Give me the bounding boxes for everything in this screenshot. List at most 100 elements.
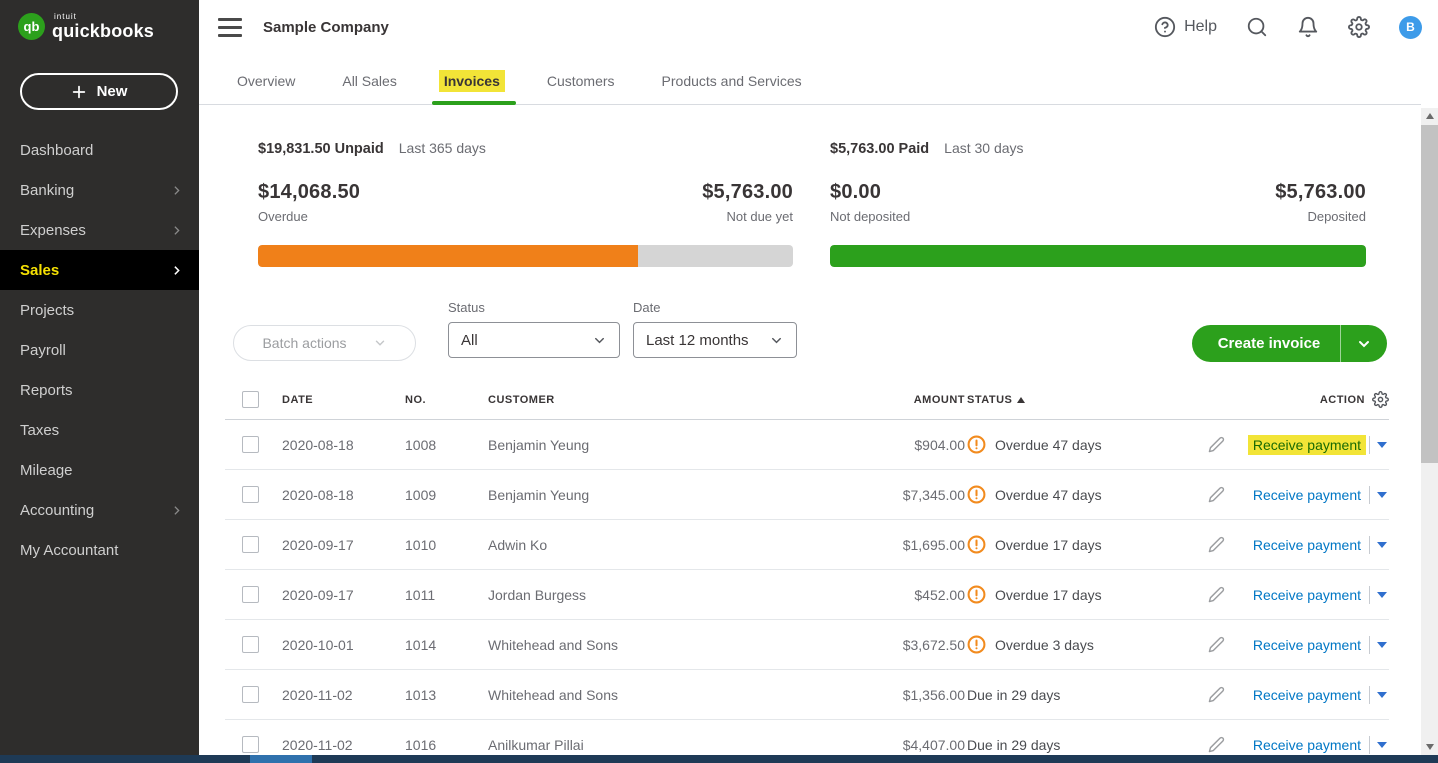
invoice-date: 2020-08-18: [282, 436, 354, 453]
paid-period: Last 30 days: [944, 140, 1024, 156]
receive-payment-link[interactable]: Receive payment: [1252, 536, 1361, 553]
invoice-customer[interactable]: Anilkumar Pillai: [488, 736, 584, 753]
row-checkbox[interactable]: [242, 586, 259, 603]
invoice-customer[interactable]: Whitehead and Sons: [488, 686, 618, 703]
col-header-customer[interactable]: CUSTOMER: [488, 393, 555, 406]
search-icon[interactable]: [1246, 16, 1268, 38]
sidebar-item-banking[interactable]: Banking: [0, 170, 199, 210]
row-checkbox[interactable]: [242, 636, 259, 653]
help-button[interactable]: Help: [1154, 16, 1217, 38]
chevron-down-icon[interactable]: [1341, 336, 1387, 352]
invoice-row: 2020-11-02 1013 Whitehead and Sons $1,35…: [225, 670, 1389, 720]
action-dropdown-caret-icon[interactable]: [1377, 541, 1387, 548]
scroll-down-icon[interactable]: [1421, 739, 1438, 755]
scroll-up-icon[interactable]: [1421, 108, 1438, 124]
scrollbar-thumb[interactable]: [1421, 125, 1438, 463]
invoice-customer[interactable]: Whitehead and Sons: [488, 636, 618, 653]
date-filter-select[interactable]: Last 12 months: [633, 322, 797, 358]
chevron-right-icon: [170, 184, 183, 197]
invoice-status: Overdue 47 days: [995, 436, 1102, 453]
tab-invoices[interactable]: Invoices: [431, 69, 516, 105]
sidebar-item-accounting[interactable]: Accounting: [0, 490, 199, 530]
invoice-customer[interactable]: Benjamin Yeung: [488, 436, 590, 453]
sidebar-item-reports[interactable]: Reports: [20, 381, 73, 399]
help-icon: [1154, 16, 1176, 38]
table-header-row: DATE NO. CUSTOMER AMOUNT STATUS ACTION: [225, 380, 1389, 420]
col-header-date[interactable]: DATE: [282, 393, 314, 406]
edit-pencil-icon[interactable]: [1208, 636, 1225, 653]
not-deposited-label: Not deposited: [830, 209, 911, 224]
row-checkbox[interactable]: [242, 736, 259, 753]
status-filter-select[interactable]: All: [448, 322, 620, 358]
batch-actions-dropdown[interactable]: Batch actions: [233, 325, 416, 361]
receive-payment-link[interactable]: Receive payment: [1252, 686, 1361, 703]
overdue-amount: $14,068.50: [258, 181, 361, 203]
hamburger-menu-icon[interactable]: [218, 17, 242, 37]
row-checkbox[interactable]: [242, 536, 259, 553]
sidebar-item-projects[interactable]: Projects: [20, 301, 75, 319]
invoice-customer[interactable]: Benjamin Yeung: [488, 486, 590, 503]
date-filter-label: Date: [633, 300, 661, 315]
col-header-status[interactable]: STATUS: [967, 394, 1026, 406]
tab-customers[interactable]: Customers: [546, 73, 615, 89]
action-dropdown-caret-icon[interactable]: [1377, 741, 1387, 748]
paid-progress-bar[interactable]: [830, 245, 1366, 267]
col-header-no[interactable]: NO.: [405, 393, 427, 406]
edit-pencil-icon[interactable]: [1208, 736, 1225, 753]
sidebar-item-taxes[interactable]: Taxes: [20, 421, 60, 439]
edit-pencil-icon[interactable]: [1208, 686, 1225, 703]
overdue-alert-icon: [967, 435, 986, 454]
action-dropdown-caret-icon[interactable]: [1377, 441, 1387, 448]
quickbooks-wordmark: quickbooks: [52, 21, 155, 41]
help-label: Help: [1184, 18, 1217, 35]
action-dropdown-caret-icon[interactable]: [1377, 491, 1387, 498]
sidebar-item-sales[interactable]: Sales: [0, 250, 199, 290]
new-button[interactable]: New: [20, 73, 178, 110]
user-avatar[interactable]: B: [1399, 15, 1422, 39]
invoice-customer[interactable]: Jordan Burgess: [488, 586, 587, 603]
bottom-window-strip: [0, 755, 1438, 763]
tab-all-sales[interactable]: All Sales: [342, 73, 397, 89]
edit-pencil-icon[interactable]: [1208, 536, 1225, 553]
sidebar-item-expenses[interactable]: Expenses: [0, 210, 199, 250]
edit-pencil-icon[interactable]: [1208, 586, 1225, 603]
select-all-checkbox[interactable]: [242, 391, 259, 408]
table-settings-gear-icon[interactable]: [1372, 391, 1389, 408]
sidebar-item-mileage[interactable]: Mileage: [20, 461, 73, 479]
tab-products-and-services[interactable]: Products and Services: [661, 73, 802, 89]
col-header-amount[interactable]: AMOUNT: [913, 393, 965, 406]
receive-payment-link[interactable]: Receive payment: [1252, 486, 1361, 503]
invoice-status: Overdue 17 days: [995, 586, 1102, 603]
deposited-bar-segment: [830, 245, 1366, 267]
action-dropdown-caret-icon[interactable]: [1377, 591, 1387, 598]
invoice-customer[interactable]: Adwin Ko: [488, 536, 548, 553]
notifications-bell-icon[interactable]: [1297, 16, 1319, 38]
settings-gear-icon[interactable]: [1348, 16, 1370, 38]
create-invoice-button[interactable]: Create invoice: [1192, 325, 1387, 362]
sidebar-item-payroll[interactable]: Payroll: [20, 341, 66, 359]
unpaid-period: Last 365 days: [398, 140, 486, 156]
tab-overview[interactable]: Overview: [237, 73, 296, 89]
vertical-scrollbar[interactable]: [1421, 108, 1438, 755]
receive-payment-link[interactable]: Receive payment: [1252, 636, 1361, 653]
invoice-status: Overdue 47 days: [995, 486, 1102, 503]
quickbooks-logo[interactable]: qb intuit quickbooks: [0, 0, 199, 40]
sidebar-item-dashboard[interactable]: Dashboard: [20, 141, 94, 159]
receive-payment-link[interactable]: Receive payment: [1252, 736, 1361, 753]
invoice-row: 2020-09-17 1011 Jordan Burgess $452.00 O…: [225, 570, 1389, 620]
sidebar-item-my-accountant[interactable]: My Accountant: [20, 541, 119, 559]
receive-payment-link[interactable]: Receive payment: [1252, 586, 1361, 603]
edit-pencil-icon[interactable]: [1208, 486, 1225, 503]
invoice-number: 1011: [405, 586, 436, 603]
unpaid-progress-bar[interactable]: [258, 245, 793, 267]
row-checkbox[interactable]: [242, 436, 259, 453]
row-checkbox[interactable]: [242, 686, 259, 703]
action-dropdown-caret-icon[interactable]: [1377, 641, 1387, 648]
row-checkbox[interactable]: [242, 486, 259, 503]
action-dropdown-caret-icon[interactable]: [1377, 691, 1387, 698]
invoice-number: 1014: [405, 636, 437, 653]
edit-pencil-icon[interactable]: [1208, 436, 1225, 453]
receive-payment-link[interactable]: Receive payment: [1247, 434, 1366, 455]
invoices-table: DATE NO. CUSTOMER AMOUNT STATUS ACTION: [225, 380, 1389, 763]
invoice-status: Overdue 17 days: [995, 536, 1102, 553]
